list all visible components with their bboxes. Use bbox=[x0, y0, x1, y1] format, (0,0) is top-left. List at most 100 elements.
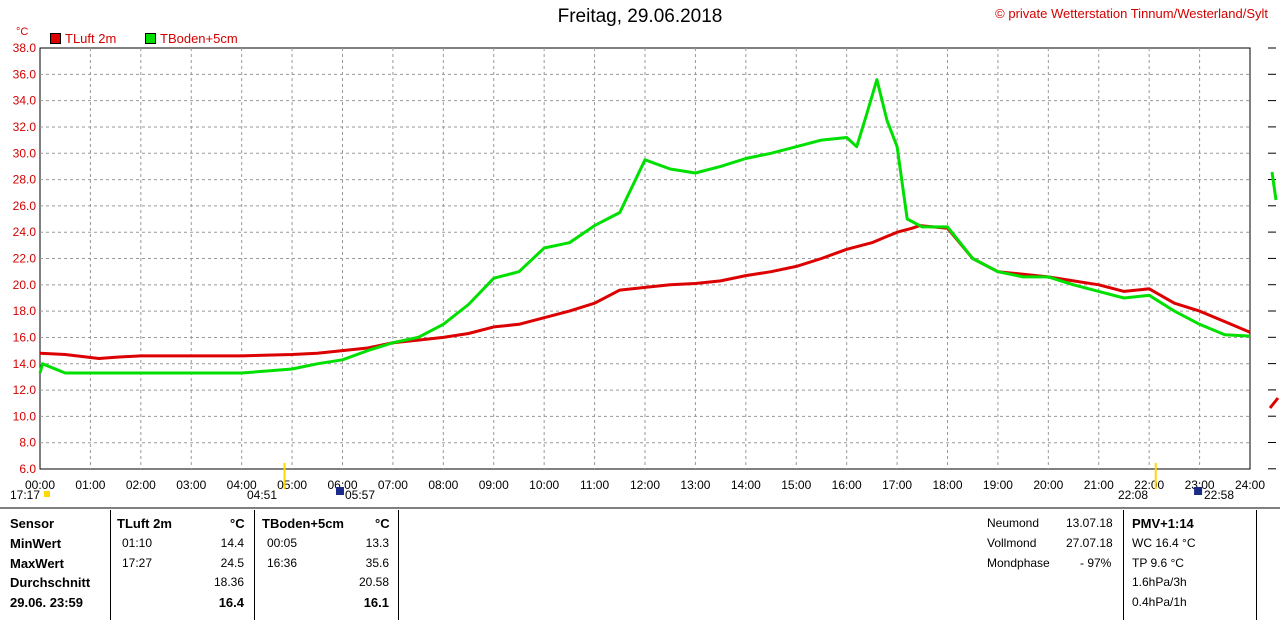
pmv-pressure-1h: 0.4hPa/1h bbox=[1132, 595, 1187, 609]
x-tick-label: 07:00 bbox=[378, 478, 408, 492]
x-tick-label: 10:00 bbox=[529, 478, 559, 492]
pmv-title: PMV+1:14 bbox=[1132, 516, 1194, 531]
x-tick-label: 04:00 bbox=[227, 478, 257, 492]
y-tick-label: 32.0 bbox=[13, 120, 37, 134]
stats-min-tboden-time: 00:05 bbox=[267, 536, 298, 550]
stats-divider-3 bbox=[398, 510, 399, 620]
stats-header-tluft: TLuft 2m bbox=[117, 516, 172, 531]
x-tick-label: 08:00 bbox=[428, 478, 458, 492]
stats-max-tboden-time: 16:36 bbox=[267, 556, 298, 570]
legend-swatch-tboden bbox=[145, 33, 156, 44]
x-tick-label: 05:00 bbox=[277, 478, 307, 492]
stats-min-tluft-value: 14.4 bbox=[220, 536, 244, 550]
moonrise-morning-time: 05:57 bbox=[345, 488, 376, 502]
moon-marker bbox=[1194, 487, 1203, 495]
legend-label-tboden: TBoden+5cm bbox=[160, 31, 238, 46]
copyright-notice: © private Wetterstation Tinnum/Westerlan… bbox=[995, 6, 1268, 21]
y-tick-label: 38.0 bbox=[13, 41, 37, 55]
sunrise-time: 04:51 bbox=[247, 488, 278, 502]
moonrise-evening-time: 22:58 bbox=[1204, 488, 1235, 502]
newmoon-label: Neumond bbox=[987, 516, 1040, 530]
y-tick-label: 6.0 bbox=[19, 462, 36, 476]
fullmoon-label: Vollmond bbox=[987, 536, 1037, 550]
x-tick-label: 20:00 bbox=[1033, 478, 1063, 492]
moonset-time: 17:17 bbox=[10, 488, 41, 502]
side-mark-tluft bbox=[1268, 397, 1280, 409]
y-tick-label: 10.0 bbox=[13, 409, 37, 423]
stats-current-tboden-value: 16.1 bbox=[363, 595, 389, 610]
stats-header-sensor: Sensor bbox=[10, 516, 55, 531]
x-tick-label: 15:00 bbox=[781, 478, 811, 492]
stats-header-tluft-unit: °C bbox=[230, 516, 245, 531]
x-tick-label: 14:00 bbox=[731, 478, 761, 492]
legend-swatch-tluft bbox=[50, 33, 61, 44]
y-tick-label: 22.0 bbox=[13, 252, 37, 266]
x-tick-label: 13:00 bbox=[680, 478, 710, 492]
y-tick-label: 12.0 bbox=[13, 383, 37, 397]
stats-current-tluft-value: 16.4 bbox=[218, 595, 244, 610]
stats-divider-5 bbox=[1256, 510, 1257, 620]
y-tick-label: 28.0 bbox=[13, 173, 37, 187]
x-tick-label: 06:00 bbox=[327, 478, 357, 492]
pmv-pressure-3h: 1.6hPa/3h bbox=[1132, 575, 1187, 589]
stats-divider-4 bbox=[1123, 510, 1124, 620]
side-mark-tboden bbox=[1270, 171, 1278, 201]
moon-marker bbox=[335, 487, 344, 495]
stats-divider-1 bbox=[110, 510, 111, 620]
x-tick-label: 03:00 bbox=[176, 478, 206, 492]
legend-label-tluft: TLuft 2m bbox=[65, 31, 117, 46]
stats-header-tboden-unit: °C bbox=[375, 516, 390, 531]
x-tick-label: 24:00 bbox=[1235, 478, 1265, 492]
y-tick-label: 36.0 bbox=[13, 67, 37, 81]
moonset-marker bbox=[44, 491, 50, 497]
newmoon-date: 13.07.18 bbox=[1066, 516, 1113, 530]
y-tick-label: 18.0 bbox=[13, 304, 37, 318]
stats-min-tluft-time: 01:10 bbox=[122, 536, 153, 550]
stats-max-label: MaxWert bbox=[10, 556, 64, 571]
stats-max-tluft-time: 17:27 bbox=[122, 556, 153, 570]
x-tick-label: 22:00 bbox=[1134, 478, 1164, 492]
x-tick-label: 00:00 bbox=[25, 478, 55, 492]
series-line-tboden bbox=[38, 78, 1251, 375]
x-tick-label: 02:00 bbox=[126, 478, 156, 492]
y-tick-label: 20.0 bbox=[13, 278, 37, 292]
y-tick-label: 24.0 bbox=[13, 225, 37, 239]
y-axis-unit: °C bbox=[16, 26, 29, 38]
x-tick-label: 12:00 bbox=[630, 478, 660, 492]
y-tick-label: 14.0 bbox=[13, 357, 37, 371]
pmv-windchill: WC 16.4 °C bbox=[1132, 536, 1196, 550]
x-tick-label: 11:00 bbox=[580, 478, 609, 492]
y-tick-label: 8.0 bbox=[19, 436, 36, 450]
y-tick-label: 30.0 bbox=[13, 146, 37, 160]
stats-max-tboden-value: 35.6 bbox=[365, 556, 389, 570]
x-tick-label: 01:00 bbox=[75, 478, 105, 492]
x-tick-label: 17:00 bbox=[882, 478, 912, 492]
chart-title: Freitag, 29.06.2018 bbox=[557, 6, 723, 27]
stats-avg-tboden-value: 20.58 bbox=[358, 575, 389, 589]
legend-tboden: TBoden+5cm bbox=[145, 31, 238, 46]
sunset-time: 22:08 bbox=[1118, 488, 1149, 502]
stats-min-label: MinWert bbox=[10, 536, 62, 551]
moonphase-value: - 97% bbox=[1080, 556, 1112, 570]
pmv-dewpoint: TP 9.6 °C bbox=[1132, 556, 1184, 570]
y-tick-label: 26.0 bbox=[13, 199, 37, 213]
stats-min-tboden-value: 13.3 bbox=[365, 536, 389, 550]
y-tick-label: 16.0 bbox=[13, 330, 37, 344]
fullmoon-date: 27.07.18 bbox=[1066, 536, 1113, 550]
stats-header-tboden: TBoden+5cm bbox=[262, 516, 344, 531]
x-tick-label: 21:00 bbox=[1084, 478, 1114, 492]
stats-divider-2 bbox=[254, 510, 255, 620]
x-tick-label: 19:00 bbox=[983, 478, 1013, 492]
y-tick-label: 34.0 bbox=[13, 94, 37, 108]
x-tick-label: 09:00 bbox=[479, 478, 509, 492]
stats-max-tluft-value: 24.5 bbox=[220, 556, 244, 570]
stats-avg-label: Durchschnitt bbox=[10, 575, 91, 590]
stats-current-label: 29.06. 23:59 bbox=[10, 595, 84, 610]
x-tick-label: 16:00 bbox=[832, 478, 862, 492]
legend-tluft: TLuft 2m bbox=[50, 31, 116, 46]
moonphase-label: Mondphase bbox=[987, 556, 1050, 570]
stats-avg-tluft-value: 18.36 bbox=[213, 575, 244, 589]
x-tick-label: 18:00 bbox=[932, 478, 962, 492]
x-tick-label: 23:00 bbox=[1185, 478, 1215, 492]
